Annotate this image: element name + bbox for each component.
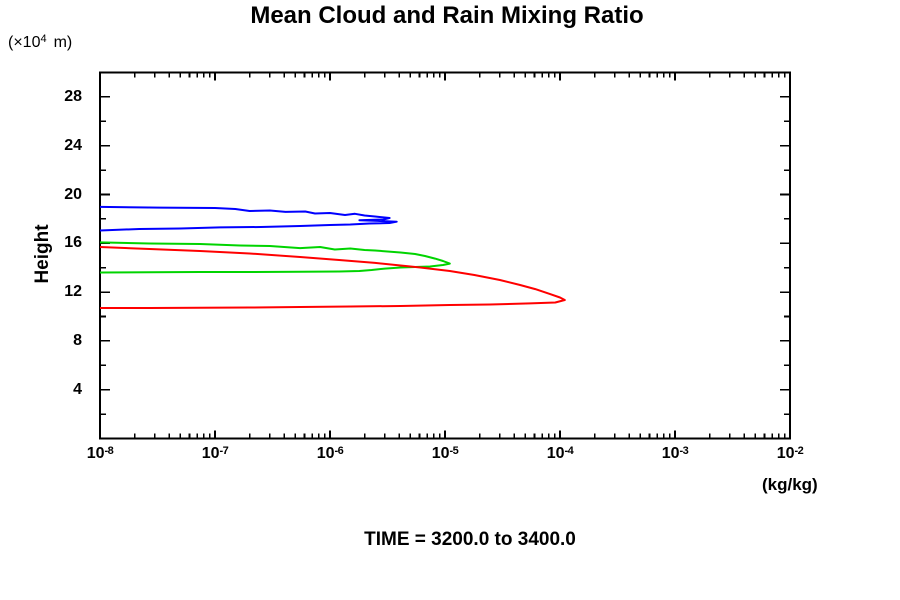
- y-axis-tick-labels: 4 8 12 16 20 24 28: [0, 0, 91, 600]
- x-tick-label: 10-8: [86, 445, 114, 462]
- x-tick-label: 10-3: [661, 445, 689, 462]
- y-unit-prefix: (×10: [8, 34, 41, 51]
- y-tick-label: 8: [73, 331, 82, 349]
- y-tick-label: 28: [64, 87, 82, 105]
- y-tick-label: 20: [64, 185, 82, 203]
- curve-blue: [99, 205, 398, 232]
- curve-red: [99, 246, 566, 309]
- x-axis-unit-label: (kg/kg): [762, 475, 818, 494]
- y-tick-label: 24: [64, 136, 82, 154]
- x-tick-label: 10-4: [546, 445, 574, 462]
- chart-title: Mean Cloud and Rain Mixing Ratio: [250, 2, 644, 29]
- y-tick-label: 12: [64, 283, 82, 301]
- x-tick-label: 10-2: [776, 445, 804, 462]
- y-tick-label: 16: [64, 234, 82, 252]
- x-tick-label: 10-6: [316, 445, 344, 462]
- curve-green: [99, 241, 451, 274]
- y-unit-suffix: m): [53, 34, 73, 51]
- y-tick-label: 4: [73, 380, 82, 398]
- x-tick-label: 10-7: [201, 445, 229, 462]
- plot-frame: [99, 71, 791, 440]
- x-tick-label: 10-5: [431, 445, 459, 462]
- y-unit-exponent: 4: [40, 33, 47, 45]
- time-caption: TIME = 3200.0 to 3400.0: [364, 529, 576, 550]
- x-axis-tick-labels: 10-8 10-7 10-6 10-5 10-4 10-3 10-2: [0, 445, 900, 471]
- y-axis-unit-label: (×104 m): [8, 33, 72, 52]
